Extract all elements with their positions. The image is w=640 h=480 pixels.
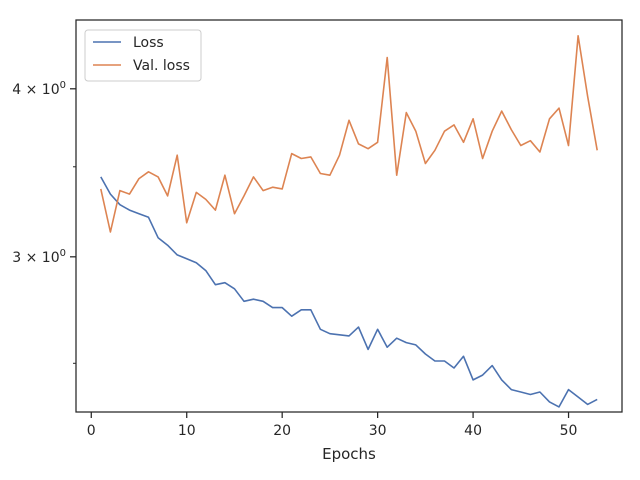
plot-border — [75, 19, 623, 413]
y-tick-label-0: 3 × 100 — [12, 248, 66, 266]
x-tick-label-4: 40 — [464, 423, 482, 439]
legend-label-1: Val. loss — [133, 58, 190, 74]
series-layer — [100, 34, 598, 408]
x-tick-label-2: 20 — [273, 423, 291, 439]
x-tick-label-3: 30 — [369, 423, 387, 439]
series-line-loss — [100, 176, 598, 408]
y-tick-label-1: 4 × 100 — [12, 80, 66, 98]
x-tick-label-5: 50 — [560, 423, 578, 439]
x-tick-label-0: 0 — [87, 423, 96, 439]
legend: Loss Val. loss — [84, 29, 202, 82]
legend-label-0: Loss — [133, 35, 164, 51]
x-axis-label: Epochs — [322, 445, 376, 463]
series-line-val-loss — [100, 34, 598, 233]
x-tick-label-1: 10 — [178, 423, 196, 439]
plot-frame — [75, 19, 623, 413]
ticks-layer: 0 10 20 30 40 50 3 × 100 4 × 100 — [12, 80, 577, 439]
